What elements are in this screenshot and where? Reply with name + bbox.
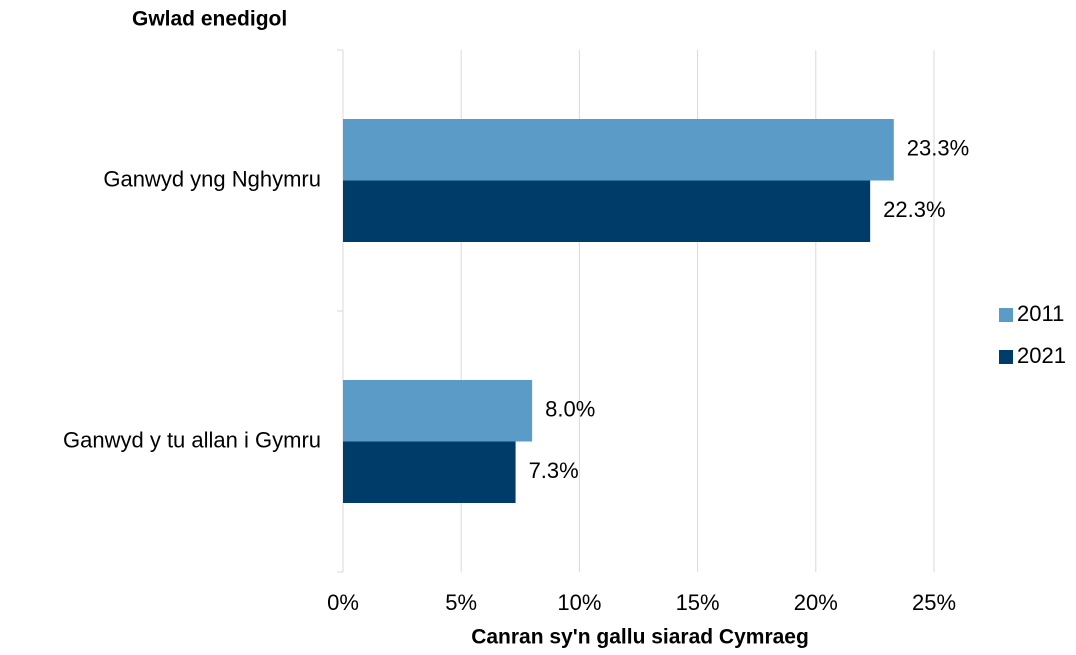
bar: [343, 380, 533, 442]
x-tick-label: 15%: [676, 590, 720, 615]
legend-swatch: [999, 350, 1013, 364]
x-tick-label: 5%: [445, 590, 477, 615]
data-label: 8.0%: [545, 397, 595, 422]
legend-swatch: [999, 308, 1013, 322]
data-label: 22.3%: [883, 197, 945, 222]
data-label: 23.3%: [907, 136, 969, 161]
bar: [343, 180, 871, 242]
x-tick-label: 10%: [557, 590, 601, 615]
y-axis-title: Gwlad enedigol: [132, 8, 287, 31]
legend-label: 2021: [1017, 343, 1066, 368]
x-tick-label: 25%: [912, 590, 956, 615]
y-tick-label: Ganwyd yng Nghymru: [103, 166, 321, 191]
x-tick-label: 0%: [327, 590, 359, 615]
bar: [343, 119, 894, 181]
y-tick-label: Ganwyd y tu allan i Gymru: [63, 427, 321, 452]
data-label: 7.3%: [529, 458, 579, 483]
legend-label: 2011: [1017, 301, 1064, 326]
bar: [343, 441, 516, 503]
x-tick-label: 20%: [794, 590, 838, 615]
x-axis-title: Canran sy'n gallu siarad Cymraeg: [471, 626, 809, 649]
